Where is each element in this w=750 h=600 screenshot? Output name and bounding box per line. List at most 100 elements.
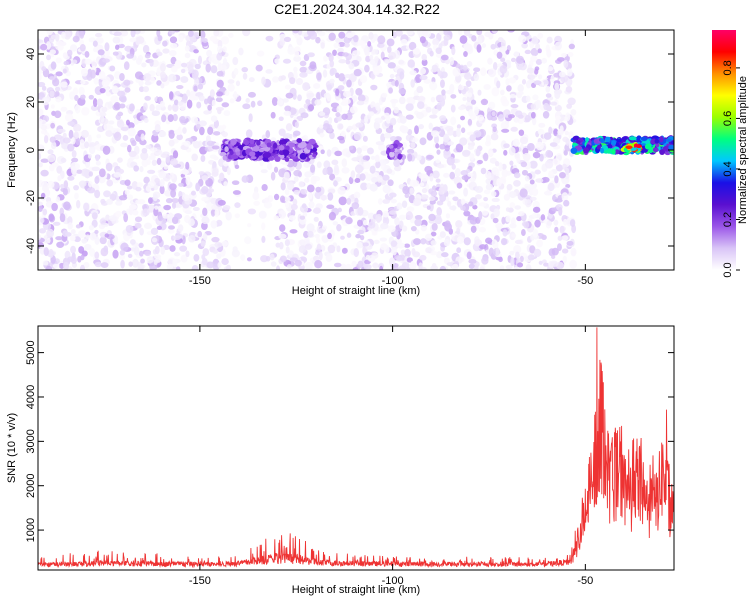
heatmap-cell	[414, 218, 423, 227]
heatmap-cell	[148, 197, 153, 204]
heatmap-cell	[90, 104, 99, 112]
heatmap-cell	[115, 210, 122, 218]
heatmap-cell	[200, 154, 206, 163]
heatmap-cell	[459, 35, 468, 44]
heatmap-cell	[306, 223, 315, 232]
snr-y-ticks: 1000 2000 3000 4000 5000	[25, 340, 674, 542]
y-tick-label: 1000	[25, 518, 37, 542]
heatmap-cell	[141, 158, 149, 168]
heatmap-cell	[162, 40, 168, 47]
heatmap-cell	[412, 180, 420, 187]
heatmap-cell	[443, 172, 450, 178]
heatmap-cell	[38, 205, 43, 212]
heatmap-cell	[74, 192, 79, 200]
heatmap-cell	[158, 171, 167, 179]
heatmap-cell	[362, 135, 368, 142]
heatmap-cell	[451, 46, 456, 56]
heatmap-feature-cell	[389, 151, 395, 158]
heatmap-cell	[376, 174, 383, 183]
heatmap-feature-cell	[284, 157, 290, 162]
heatmap-cell	[284, 200, 290, 209]
heatmap-cell	[524, 175, 530, 182]
heatmap-cell	[168, 130, 175, 139]
heatmap-cell	[508, 77, 517, 84]
heatmap-cell	[354, 178, 361, 183]
heatmap-cell	[139, 139, 147, 146]
heatmap-cell	[244, 236, 252, 245]
heatmap-cell	[554, 82, 560, 91]
heatmap-cell	[474, 239, 483, 247]
heatmap-cell	[95, 160, 101, 166]
heatmap-cell	[338, 123, 344, 130]
heatmap-cell	[473, 130, 482, 138]
heatmap-cell	[425, 247, 432, 254]
heatmap-cell	[521, 42, 529, 49]
heatmap-cell	[500, 57, 506, 63]
heatmap-cell	[195, 182, 201, 192]
heatmap-cell	[442, 30, 450, 36]
heatmap-cell	[173, 96, 182, 101]
heatmap-cell	[444, 220, 451, 228]
heatmap-cell	[515, 55, 525, 64]
heatmap-cell	[146, 256, 154, 264]
heatmap-cell	[483, 84, 491, 90]
heatmap-cell	[461, 175, 469, 181]
heatmap-cell	[382, 174, 390, 181]
heatmap-cell	[445, 213, 451, 219]
heatmap-cell	[285, 123, 293, 132]
heatmap-cell	[275, 265, 281, 270]
heatmap-cell	[537, 74, 543, 80]
heatmap-cell	[326, 166, 333, 176]
heatmap-cell	[436, 52, 443, 59]
y-tick-label: 2000	[25, 473, 37, 497]
heatmap-cell	[543, 132, 552, 140]
heatmap-cell	[329, 68, 335, 76]
heatmap-cell	[78, 180, 87, 187]
heatmap-cell	[248, 77, 255, 83]
heatmap-cell	[478, 211, 483, 221]
heatmap-cell	[81, 238, 88, 244]
heatmap-cell	[120, 142, 128, 148]
heatmap-cell	[233, 91, 238, 101]
heatmap-cell	[73, 131, 79, 140]
heatmap-cell	[289, 229, 298, 234]
heatmap-cell	[117, 157, 123, 163]
heatmap-cell	[89, 248, 96, 257]
heatmap-cell	[509, 93, 516, 99]
heatmap-cell	[46, 228, 54, 238]
heatmap-cell	[435, 178, 441, 183]
heatmap-cell	[535, 58, 543, 66]
heatmap-cell	[532, 94, 539, 101]
heatmap-cell	[299, 60, 307, 67]
heatmap-cell	[168, 73, 177, 83]
heatmap-cell	[238, 47, 244, 56]
x-tick-label: -150	[189, 275, 211, 287]
heatmap-cell	[306, 184, 315, 193]
heatmap-cell	[430, 231, 437, 237]
heatmap-cell	[301, 203, 307, 209]
heatmap-cell	[328, 117, 333, 124]
heatmap-cell	[420, 173, 429, 182]
heatmap-cell	[513, 244, 522, 255]
heatmap-cell	[193, 85, 198, 92]
heatmap-cell	[406, 148, 415, 154]
heatmap-cell	[223, 181, 228, 187]
heatmap-cell	[171, 202, 177, 209]
heatmap-cell	[256, 50, 265, 57]
heatmap-cell	[245, 97, 250, 103]
y-tick-label: -40	[25, 238, 37, 254]
heatmap-cell	[485, 237, 493, 244]
heatmap-cell	[569, 259, 577, 269]
heatmap-cell	[455, 220, 463, 228]
heatmap-cell	[545, 85, 551, 93]
heatmap-cell	[443, 133, 450, 143]
heatmap-cell	[318, 111, 326, 116]
heatmap-cell	[430, 130, 440, 138]
heatmap-cell	[338, 73, 346, 82]
heatmap-cell	[232, 190, 241, 195]
heatmap-cell	[367, 212, 375, 220]
heatmap-cell	[282, 98, 289, 103]
heatmap-cell	[511, 233, 517, 238]
heatmap-cell	[215, 97, 223, 103]
heatmap-cell	[466, 60, 473, 67]
